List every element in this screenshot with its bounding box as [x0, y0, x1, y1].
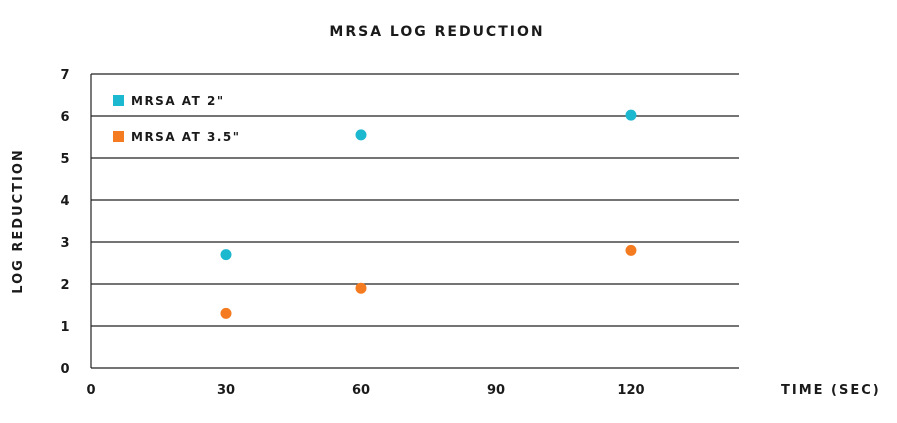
data-point-series2 [355, 282, 367, 294]
data-points [220, 109, 637, 319]
y-tick-label: 5 [60, 152, 69, 167]
x-tick-label: 90 [487, 383, 505, 398]
x-tick-label: 0 [86, 383, 95, 398]
y-tick-label: 1 [60, 320, 69, 335]
data-point-series2 [625, 244, 637, 256]
y-tick-label: 2 [60, 278, 69, 293]
x-tick-label: 120 [617, 383, 644, 398]
y-tick-label: 3 [60, 236, 69, 251]
chart-title: MRSA LOG REDUCTION [329, 24, 544, 40]
data-point-series1 [625, 109, 637, 121]
x-axis-ticks: 0 30 60 90 120 [86, 383, 644, 398]
data-point-series1 [355, 129, 367, 141]
gridlines [90, 73, 739, 369]
legend: MRSA AT 2" MRSA AT 3.5" [113, 94, 241, 144]
y-axis-ticks: 0 1 2 3 4 5 6 7 [60, 68, 69, 377]
x-axis-label: TIME (SEC) [781, 383, 881, 398]
data-point-series1 [220, 249, 232, 261]
y-tick-label: 4 [60, 194, 69, 209]
legend-swatch [113, 95, 124, 106]
y-tick-label: 6 [60, 110, 69, 125]
data-point-series2 [220, 307, 232, 319]
y-axis-label: LOG REDUCTION [11, 148, 26, 293]
y-tick-label: 0 [60, 362, 69, 377]
x-tick-label: 60 [352, 383, 370, 398]
legend-swatch [113, 131, 124, 142]
x-tick-label: 30 [217, 383, 235, 398]
y-tick-label: 7 [60, 68, 69, 83]
legend-label: MRSA AT 3.5" [131, 130, 241, 144]
legend-label: MRSA AT 2" [131, 94, 225, 108]
